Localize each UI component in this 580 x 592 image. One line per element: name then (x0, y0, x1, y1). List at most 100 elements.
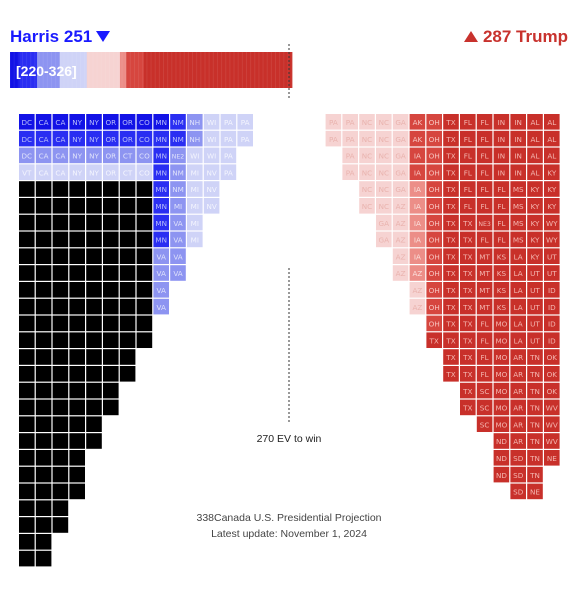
rep-cell (460, 315, 476, 332)
dem-cell-label: NY (72, 135, 82, 144)
dem-cell-label: OR (105, 152, 116, 161)
dem-cell-label: NJ (107, 269, 115, 278)
rep-cell (476, 248, 493, 264)
rep-cell (493, 416, 510, 432)
down-triangle-icon (96, 30, 111, 42)
rep-cell-label: SC (480, 404, 490, 413)
rep-cell (527, 147, 543, 164)
dem-cell-label: DE (123, 219, 134, 228)
rep-cell (493, 349, 510, 365)
dem-cell (19, 315, 35, 332)
dem-cell (35, 550, 52, 567)
dem-cell-label: IL (141, 336, 147, 345)
rep-range-label: [212-318] (501, 63, 562, 79)
dem-cell (136, 147, 153, 164)
rep-cell-label: PA (346, 118, 355, 127)
dem-cell (153, 164, 169, 180)
rep-cell-label: MO (495, 404, 507, 413)
rep-cell (527, 198, 543, 214)
dem-cell (153, 231, 169, 248)
dem-cell-label: MN (155, 152, 167, 161)
rep-cell (527, 282, 543, 298)
rep-cell (476, 214, 493, 231)
dem-cell (136, 332, 153, 348)
rep-cell-label: SD (513, 488, 524, 497)
dem-cell-label: NY (72, 168, 82, 177)
dem-cell-label: IL (125, 336, 131, 345)
dem-cell-label: IL (141, 286, 147, 295)
rep-cell-label: UT (547, 252, 557, 261)
dem-cell (52, 164, 69, 180)
rep-cell (493, 231, 510, 248)
rep-cell (409, 214, 426, 231)
dem-cell (69, 130, 85, 147)
dem-cell (203, 147, 220, 164)
dem-cell-label: WI (207, 152, 216, 161)
dem-cell (69, 450, 85, 466)
dem-cell-label: MN (155, 236, 167, 245)
rep-cell (426, 181, 442, 197)
rep-cell (476, 416, 493, 432)
dem-cell (103, 130, 119, 147)
rep-cell-label: TN (529, 370, 540, 379)
dem-cell-label: NE2 (172, 154, 185, 161)
rep-cell (460, 214, 476, 231)
rep-cell (443, 231, 459, 248)
bar-segment (86, 52, 121, 88)
rep-cell (510, 282, 526, 298)
rep-cell-label: FL (497, 185, 505, 194)
rep-cell (443, 164, 459, 180)
dem-cell (86, 130, 102, 147)
rep-cell-label: NC (362, 168, 372, 177)
dem-cell-label: WA (88, 336, 100, 345)
rep-cell-label: LA (514, 336, 523, 345)
rep-cell (376, 147, 392, 164)
rep-cell (510, 248, 526, 264)
rep-cell-label: TX (445, 219, 455, 228)
dem-cell (237, 114, 253, 130)
rep-cell-label: LA (514, 303, 523, 312)
dem-cell-label: MI (191, 219, 199, 228)
rep-cell (409, 248, 426, 264)
dem-cell (103, 181, 119, 197)
dem-cell (19, 114, 35, 130)
rep-cell (493, 466, 510, 483)
dem-cell-label: NY (89, 152, 99, 161)
dem-cell-label: NM (172, 168, 184, 177)
rep-cell (527, 248, 543, 264)
rep-cell-label: TX (445, 336, 455, 345)
rep-cell (476, 399, 493, 416)
dem-cell (86, 298, 102, 315)
rep-cell-label: NC (379, 168, 389, 177)
rep-cell-label: MO (495, 370, 507, 379)
dem-cell-label: CA (55, 185, 65, 194)
dem-cell-label: WA (88, 286, 100, 295)
dem-cell-label: NM (172, 135, 184, 144)
rep-cell-label: LA (514, 320, 523, 329)
rep-cell (510, 265, 526, 281)
dem-cell (52, 282, 69, 298)
rep-cell-label: FL (481, 135, 489, 144)
dem-cell (86, 198, 102, 214)
dem-cell-label: CA (55, 404, 65, 413)
dem-cell-label: MD (21, 504, 33, 513)
dem-cell (69, 332, 85, 348)
rep-cell-label: TX (445, 370, 455, 379)
dem-cell-label: NY (72, 336, 82, 345)
dem-cell-label: CA (72, 488, 82, 497)
dem-cell-label: RI (107, 185, 114, 194)
rep-cell (544, 147, 560, 164)
dem-cell-label: DE (106, 236, 117, 245)
dem-cell (52, 298, 69, 315)
dem-cell-label: NJ (107, 353, 115, 362)
rep-cell (460, 198, 476, 214)
rep-cell-label: FL (481, 370, 489, 379)
dem-cell (69, 349, 85, 365)
rep-cell (493, 399, 510, 416)
rep-cell-label: OK (547, 370, 558, 379)
dem-cell (86, 382, 102, 399)
rep-cell (544, 282, 560, 298)
dem-cell (119, 147, 136, 164)
dem-cell (86, 181, 102, 197)
dem-cell (136, 298, 153, 315)
